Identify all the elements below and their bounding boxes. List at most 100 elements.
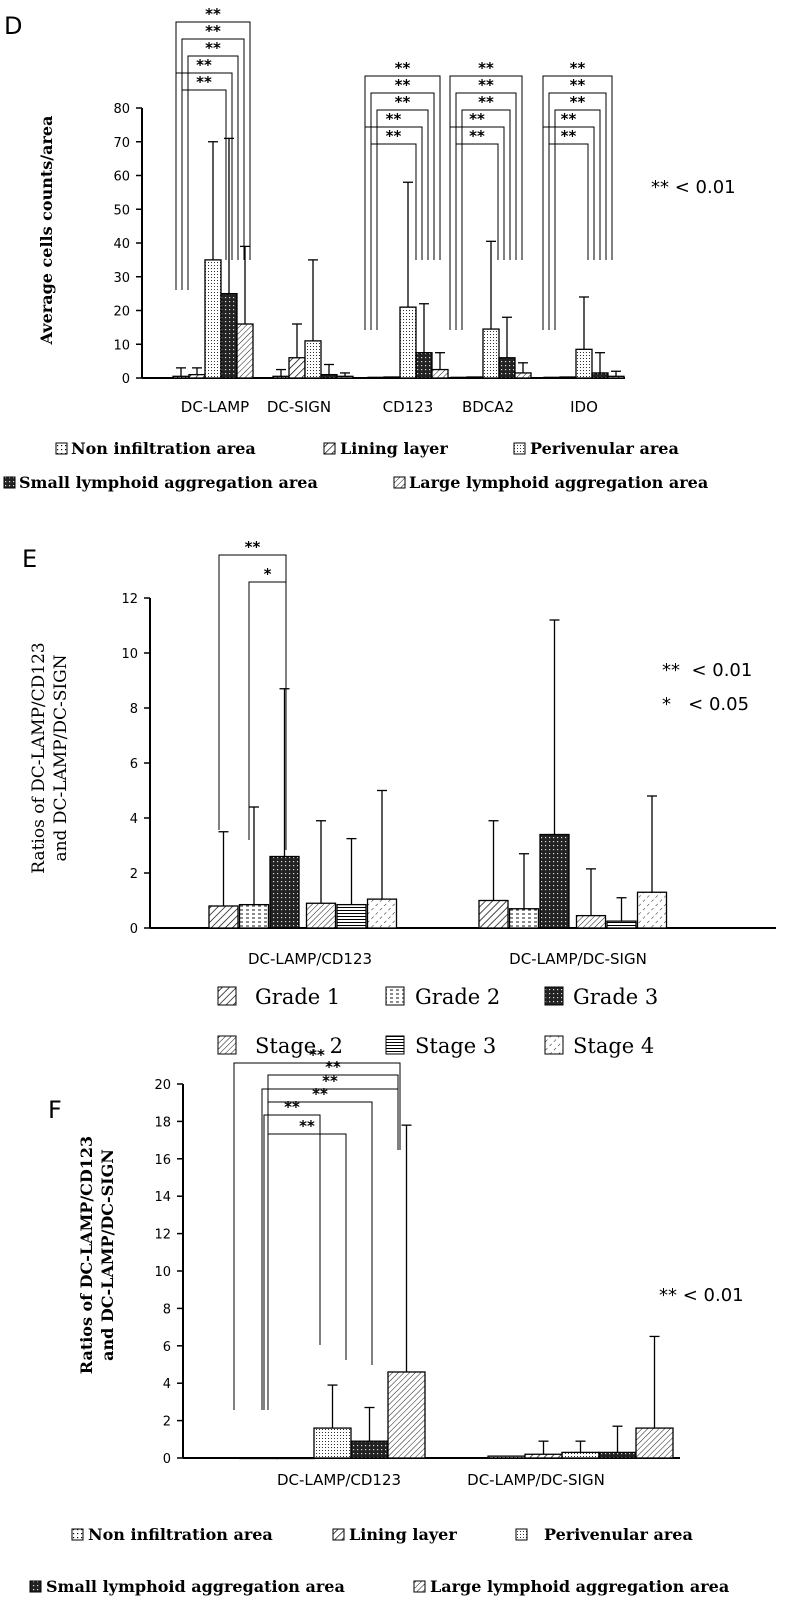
panel-d-bracket-label: ** xyxy=(395,93,411,111)
panel-d-bracket: ** xyxy=(548,76,607,330)
panel-d-bracket-line xyxy=(461,109,511,330)
panel-label-d: D xyxy=(4,12,22,40)
panel-f-bracket-line xyxy=(267,1133,347,1410)
panel-f-bracket-label: ** xyxy=(322,1072,338,1090)
legend-swatch-small-lymphoid-f xyxy=(29,1580,42,1593)
panel-d-bracket-label: ** xyxy=(205,22,221,40)
panel-d-bracket: ** xyxy=(181,73,227,290)
panel-d-category-label: BDCA2 xyxy=(462,398,514,416)
panel-d-bracket-line xyxy=(455,92,517,330)
panel-f-bracket-line xyxy=(263,1114,321,1410)
panel-e-y-axis-label-line1: Ratios of DC-LAMP/CD123 xyxy=(29,642,49,874)
panel-d-bracket-line xyxy=(554,109,601,330)
panel-e-bracket-line xyxy=(218,554,287,840)
panel-d-bracket-label: ** xyxy=(469,127,485,145)
panel-d-bracket-line xyxy=(548,92,607,330)
panel-d-bracket: ** xyxy=(455,127,499,330)
panel-f-category-label: DC-LAMP/CD123 xyxy=(277,1471,401,1489)
legend-label-stage-4: Stage 4 xyxy=(573,1034,654,1058)
panel-d-bar xyxy=(607,375,625,379)
panel-d-y-tick-label: 70 xyxy=(113,136,130,151)
panel-d-bracket-line xyxy=(187,55,239,290)
panel-d-bracket-line xyxy=(542,75,613,330)
panel-d-bracket-label: ** xyxy=(570,76,586,94)
legend-swatch-grade-3 xyxy=(544,986,564,1006)
legend-label-large-lymphoid: Large lymphoid aggregation area xyxy=(409,473,708,492)
panel-d-bar xyxy=(236,323,254,379)
panel-d-y-tick-label: 20 xyxy=(113,305,130,320)
panel-d-bracket-label: ** xyxy=(196,56,212,74)
panel-e-bar xyxy=(366,898,398,929)
panel-f-y-axis-label-line1: Ratios of DC-LAMP/CD123 xyxy=(77,1136,96,1374)
panel-f-bar xyxy=(524,1453,563,1459)
legend-swatch-stage-4 xyxy=(544,1035,564,1055)
legend-label-non-infiltration-f: Non infiltration area xyxy=(88,1525,273,1544)
legend-label-grade-3: Grade 3 xyxy=(573,985,658,1009)
legend-swatch-small-lymphoid xyxy=(3,476,16,489)
panel-f-y-tick-label: 20 xyxy=(154,1078,171,1093)
panel-d-bracket-line xyxy=(175,72,233,290)
legend-swatch-non-infiltration-f xyxy=(71,1528,84,1541)
panel-e-bar xyxy=(305,902,337,929)
panel-d-bar xyxy=(559,376,577,379)
panel-d-bracket: ** xyxy=(364,110,423,330)
panel-d-category-label: CD123 xyxy=(383,398,434,416)
panel-f-y-tick-label: 10 xyxy=(154,1265,171,1280)
panel-d-bracket-line xyxy=(364,126,423,330)
panel-d-bar xyxy=(288,357,306,379)
panel-f-bracket-line xyxy=(267,1074,399,1410)
panel-f-bracket-label: ** xyxy=(325,1058,341,1076)
legend-swatch-stage-2 xyxy=(217,1035,237,1055)
legend-swatch-grade-1 xyxy=(217,986,237,1006)
panel-d-bracket-label: ** xyxy=(570,59,586,77)
panel-d-bracket-line xyxy=(370,143,417,330)
panel-f-plot: 0 2 4 6 8 10 12 14 16 18 20 DC-LAMP/CD123 DC-LAMP/DC… xyxy=(154,1078,680,1489)
panel-d-bracket: ** xyxy=(370,76,435,330)
panel-d-bar xyxy=(415,352,433,379)
panel-e-bar xyxy=(606,920,637,929)
legend-label-stage-2: Stage 2 xyxy=(255,1034,343,1058)
panel-f-y-tick-label: 12 xyxy=(154,1228,171,1243)
legend-swatch-large-lymphoid-f xyxy=(413,1580,426,1593)
panel-e-bracket-label: ** xyxy=(245,538,261,556)
panel-d-category-label: DC-LAMP xyxy=(181,398,249,416)
panel-e-bar xyxy=(478,899,509,929)
panel-label-e: E xyxy=(22,545,37,573)
legend-label-small-lymphoid: Small lymphoid aggregation area xyxy=(19,473,318,492)
legend-swatch-lining-layer-f xyxy=(332,1528,345,1541)
panel-d-legend: Non infiltration area Lining layer Periv… xyxy=(3,439,708,492)
panel-e-bar xyxy=(508,908,540,929)
panel-f-bar xyxy=(239,1457,278,1460)
panel-f-bar xyxy=(598,1451,637,1459)
panel-d-category-label: DC-SIGN xyxy=(267,398,331,416)
panel-d-bar xyxy=(304,340,322,379)
panel-d-bracket: ** xyxy=(455,76,517,330)
legend-swatch-perivenular-f xyxy=(515,1528,528,1541)
legend-swatch-grade-2 xyxy=(385,986,405,1006)
legend-swatch-lining-layer xyxy=(323,442,336,455)
panel-d-bracket-label: ** xyxy=(478,76,494,94)
panel-d-bracket-label: ** xyxy=(196,73,212,91)
panel-d-bracket-label: ** xyxy=(395,76,411,94)
panel-e-y-tick-label: 6 xyxy=(130,757,138,772)
panel-f-y-axis-label-line2: and DC-LAMP/DC-SIGN xyxy=(98,1149,117,1361)
panel-d-bracket: ** xyxy=(461,93,511,330)
panel-f-y-tick-label: 0 xyxy=(163,1452,171,1467)
panel-d-bar xyxy=(514,372,532,379)
panel-d-bar xyxy=(399,306,417,379)
panel-f-y-tick-label: 8 xyxy=(163,1302,171,1317)
panel-f-category-label: DC-LAMP/DC-SIGN xyxy=(467,1471,605,1489)
panel-d-y-tick-label: 50 xyxy=(113,203,130,218)
panel-d-bracket-line xyxy=(376,109,429,330)
panel-d-y-tick-label: 30 xyxy=(113,271,130,286)
panel-d-bracket-label: ** xyxy=(478,93,494,111)
panel-e-bar xyxy=(636,891,668,929)
panel-d-bracket-label: ** xyxy=(205,39,221,57)
panel-d-bar xyxy=(172,375,190,379)
panel-f-y-tick-label: 4 xyxy=(163,1377,171,1392)
panel-e-bar xyxy=(539,833,570,929)
panel-e-category-label: DC-LAMP/DC-SIGN xyxy=(509,950,647,968)
panel-e-y-axis-label-line2: and DC-LAMP/DC-SIGN xyxy=(51,654,71,861)
panel-d-bar xyxy=(482,328,500,379)
